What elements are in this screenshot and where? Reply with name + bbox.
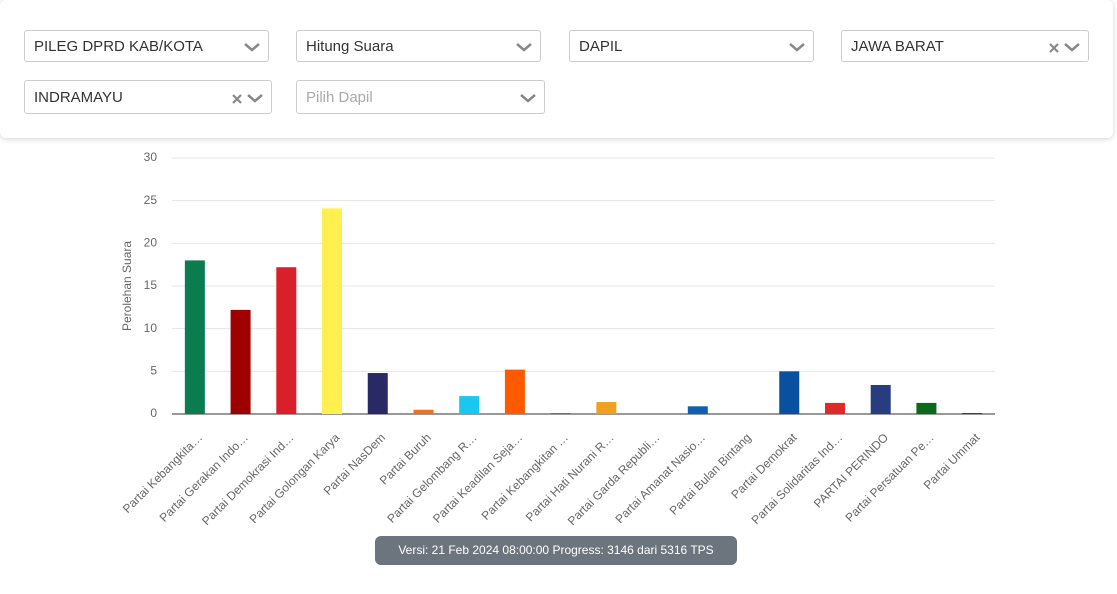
x-tick-label: Partai Amanat Nasio… [612, 430, 708, 526]
dropdown-value: Hitung Suara [306, 38, 394, 55]
bar [870, 384, 891, 414]
x-tick-label: Partai Bulan Bintang [667, 430, 754, 517]
x-tick-label: Partai Persatuan Pe… [842, 430, 936, 524]
y-tick-label: 10 [144, 321, 158, 335]
bar [413, 409, 434, 414]
bar [779, 371, 800, 414]
x-tick-label: Partai Kebangkitan … [479, 430, 571, 522]
x-tick-label: Partai Gerakan Indo… [157, 430, 251, 524]
y-tick-label: 0 [150, 406, 157, 420]
dropdown[interactable]: JAWA BARAT [841, 30, 1089, 62]
chevron [247, 94, 263, 103]
bar [276, 267, 297, 414]
x-tick-label: Partai Solidaritas Ind… [749, 430, 846, 527]
bar [459, 396, 480, 414]
x-tick-label: Partai Keadilan Seja… [430, 430, 525, 525]
dropdown-value: INDRAMAYU [34, 89, 123, 106]
dropdown[interactable]: Hitung Suara [296, 30, 541, 62]
dropdown[interactable]: INDRAMAYU [24, 80, 272, 114]
y-tick-label: 30 [144, 150, 158, 164]
x-tick-label: Partai Golongan Karya [247, 430, 343, 526]
clear-button[interactable] [1048, 31, 1060, 62]
y-tick-label: 20 [144, 236, 158, 250]
chevron [1064, 43, 1080, 52]
bar [550, 413, 571, 414]
chevron [516, 43, 532, 52]
y-axis-label: Perolehan Suara [120, 241, 134, 331]
version-badge: Versi: 21 Feb 2024 08:00:00 Progress: 31… [375, 536, 737, 586]
y-tick-label: 15 [144, 278, 158, 292]
x-tick-label: Partai Gelombang R… [384, 430, 479, 525]
dropdown[interactable]: DAPIL [569, 30, 814, 62]
dropdown-value: PILEG DPRD KAB/KOTA [34, 38, 203, 55]
bar [916, 402, 937, 414]
bar [184, 260, 205, 414]
bar [322, 208, 343, 414]
chevron [520, 94, 536, 103]
bar [962, 413, 983, 414]
dropdown[interactable]: PILEG DPRD KAB/KOTA [24, 30, 269, 62]
dropdown-value: JAWA BARAT [851, 38, 944, 55]
bar [687, 406, 708, 414]
chart: Perolehan Suara 0 5 10 15 20 25 30 Partai Keban… [120, 150, 995, 528]
y-tick-label: 5 [150, 364, 157, 378]
filter-panel: PILEG DPRD KAB/KOTA Hitung Suara DAPIL J… [0, 0, 1113, 138]
bar [504, 369, 525, 414]
bar [596, 402, 617, 414]
x-tick-label: Partai Demokrasi Ind… [199, 430, 297, 528]
x-tick-label: Partai Kebangkita… [120, 430, 205, 515]
dropdown-placeholder: Pilih Dapil [306, 89, 373, 106]
bar [367, 373, 388, 414]
y-tick-label: 25 [144, 193, 158, 207]
clear-button[interactable] [231, 81, 243, 114]
chevron [244, 43, 260, 52]
bar [230, 309, 251, 414]
bar [824, 402, 845, 414]
x-tick-label: Partai Garda Republi… [565, 430, 663, 528]
dropdown[interactable]: Pilih Dapil [296, 80, 545, 114]
chevron [789, 43, 805, 52]
dropdown-value: DAPIL [579, 38, 623, 55]
x-tick-label: Partai Hati Nurani R… [523, 430, 617, 524]
